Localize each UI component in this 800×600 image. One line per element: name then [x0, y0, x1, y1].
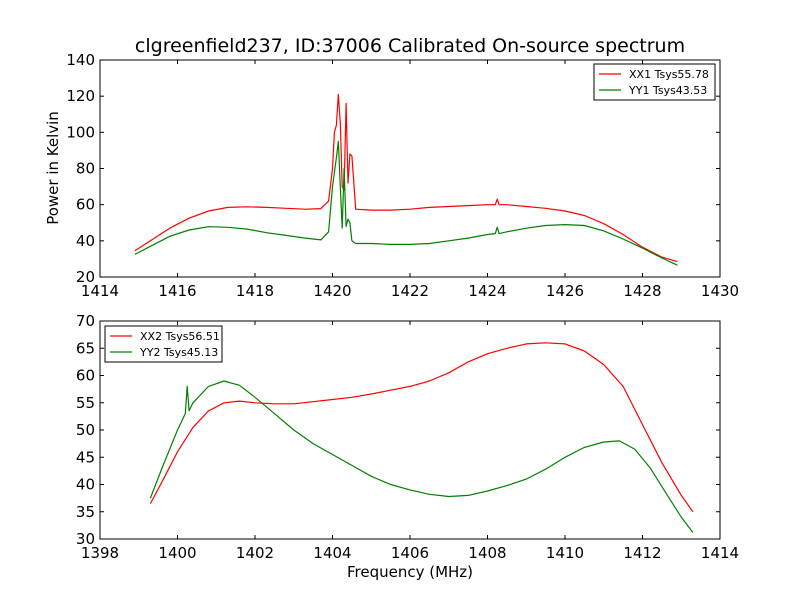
- y-tick-label: 140: [66, 51, 95, 69]
- y-tick-label: 40: [76, 476, 95, 494]
- y-tick-label: 35: [76, 503, 95, 521]
- series-line-yy: [149, 380, 694, 533]
- series-line-xx: [149, 342, 694, 513]
- legend: XX2 Tsys56.51 YY2 Tsys45.13: [104, 325, 223, 363]
- x-tick-label: 1414: [81, 282, 119, 300]
- y-tick-label: 40: [76, 232, 95, 250]
- x-tick-label: 1404: [313, 544, 351, 562]
- legend: XX1 Tsys55.78 YY1 Tsys43.53: [593, 63, 716, 101]
- y-tick-label: 65: [76, 339, 95, 357]
- x-tick-label: 1400: [158, 544, 196, 562]
- series-line-yy: [134, 140, 678, 266]
- legend-entry: XX1 Tsys55.78: [629, 68, 709, 81]
- y-tick-label: 120: [66, 87, 95, 105]
- y-tick-label: 55: [76, 394, 95, 412]
- x-tick-label: 1414: [701, 544, 739, 562]
- top-chart-title: clgreenfield237, ID:37006 Calibrated On-…: [135, 35, 685, 57]
- top-y-axis-label: Power in Kelvin: [44, 111, 62, 225]
- bottom-x-axis-label: Frequency (MHz): [347, 563, 473, 581]
- y-tick-label: 80: [76, 160, 95, 178]
- x-tick-label: 1426: [546, 282, 584, 300]
- legend-entry: XX2 Tsys56.51: [140, 330, 220, 343]
- x-tick-label: 1430: [701, 282, 739, 300]
- x-tick-label: 1410: [546, 544, 584, 562]
- y-tick-label: 60: [76, 196, 95, 214]
- x-tick-label: 1420: [313, 282, 351, 300]
- x-tick-label: 1412: [623, 544, 661, 562]
- legend-box: [104, 325, 223, 363]
- y-tick-label: 50: [76, 421, 95, 439]
- x-tick-label: 1408: [468, 544, 506, 562]
- y-tick-label: 70: [76, 312, 95, 330]
- legend-box: [593, 63, 716, 101]
- bottom-plot-area: 1398 1400 1402 1404 1406 1408 1410 1412 1414 30 35…: [76, 312, 739, 562]
- x-tick-label: 1428: [623, 282, 661, 300]
- x-tick-label: 1398: [81, 544, 119, 562]
- series-line-xx: [134, 93, 678, 263]
- x-tick-label: 1422: [391, 282, 429, 300]
- x-tick-label: 1424: [468, 282, 506, 300]
- x-tick-label: 1416: [158, 282, 196, 300]
- y-tick-label: 30: [76, 530, 95, 548]
- x-tick-label: 1418: [236, 282, 274, 300]
- y-tick-label: 20: [76, 268, 95, 286]
- legend-entry: YY1 Tsys43.53: [628, 84, 707, 97]
- y-tick-label: 60: [76, 367, 95, 385]
- x-tick-label: 1402: [236, 544, 274, 562]
- x-tick-label: 1406: [391, 544, 429, 562]
- y-tick-label: 45: [76, 448, 95, 466]
- y-tick-label: 100: [66, 123, 95, 141]
- top-plot-area: 1414 1416 1418 1420 1422 1424 1426 1428 1430 20 40…: [66, 51, 739, 300]
- legend-entry: YY2 Tsys45.13: [139, 346, 218, 359]
